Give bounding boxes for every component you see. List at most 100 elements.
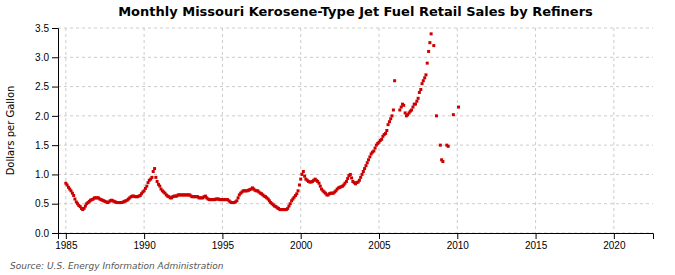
point (362, 170, 365, 173)
grid-line (457, 28, 458, 233)
tick-label: 2.5 (35, 81, 49, 92)
y-axis: 0.00.51.01.52.02.53.03.5 (35, 23, 58, 239)
grid-line (144, 28, 145, 233)
point (432, 44, 435, 47)
grid (58, 28, 653, 233)
point (384, 132, 387, 135)
point (366, 161, 369, 164)
grid-line (300, 28, 301, 233)
point (387, 123, 390, 126)
point (289, 202, 292, 205)
grid-line (535, 28, 536, 233)
title: Monthly Missouri Kerosene-Type Jet Fuel … (118, 4, 593, 19)
point (237, 196, 240, 199)
point (346, 177, 349, 180)
tick-mark (52, 233, 58, 234)
tick: 2.0 (35, 111, 58, 122)
point (388, 120, 391, 123)
grid-line (58, 203, 653, 204)
point (299, 178, 302, 181)
point (393, 79, 396, 82)
point (452, 113, 455, 116)
tick-label: 1990 (133, 240, 156, 251)
tick-label: 1995 (212, 240, 235, 251)
point (345, 180, 348, 183)
point (364, 164, 367, 167)
tick-label: 2015 (525, 240, 548, 251)
tick: 2005 (368, 233, 391, 251)
point (361, 173, 364, 176)
point (411, 106, 414, 109)
tick: 0.5 (35, 198, 58, 209)
point (318, 182, 321, 185)
x-axis: 1985 1990 1995 2000 2005 2010 2015 2020 (55, 233, 653, 251)
tick-mark (52, 116, 58, 117)
point (410, 109, 413, 112)
tick-mark (457, 233, 458, 239)
grid-line (222, 28, 223, 233)
grid-line (58, 86, 653, 87)
tick-mark (52, 174, 58, 175)
point (457, 106, 460, 109)
tick: 1.0 (35, 169, 58, 180)
point (398, 109, 401, 112)
tick-mark (52, 145, 58, 146)
grid-line (378, 28, 379, 233)
point (297, 189, 300, 192)
grid-line (58, 174, 653, 175)
chart: 1985 1990 1995 2000 2005 2010 2015 2020 0.0 0.5 1.… (0, 0, 675, 275)
tick-mark (301, 233, 302, 239)
point (152, 170, 155, 173)
tick-mark (66, 233, 67, 239)
tick-label: 0.0 (35, 228, 49, 239)
point (419, 88, 422, 91)
tick-label: 1.5 (35, 140, 49, 151)
point (426, 62, 429, 65)
point (385, 129, 388, 132)
tick-label: 2005 (368, 240, 391, 251)
point (441, 160, 444, 163)
point (72, 194, 75, 197)
point (145, 185, 148, 188)
point (158, 185, 161, 188)
point (417, 97, 420, 100)
point (414, 103, 417, 106)
point (349, 173, 352, 176)
tick: 2000 (290, 233, 313, 251)
tick: 1990 (133, 233, 156, 251)
tick-label: 1.0 (35, 169, 49, 180)
axis-line (52, 29, 59, 234)
point (367, 158, 370, 161)
grid-line (58, 57, 653, 58)
tick-label: 2.0 (35, 111, 49, 122)
point (430, 32, 433, 35)
tick-label: 2010 (447, 240, 470, 251)
tick: 1985 (55, 233, 78, 251)
tick-mark (379, 233, 380, 239)
tick-mark (52, 57, 58, 58)
grid-line (613, 28, 614, 233)
tick-mark (614, 233, 615, 239)
tick: 0.0 (35, 228, 58, 239)
point (302, 170, 305, 173)
point (389, 117, 392, 120)
tick-mark (52, 87, 58, 88)
point (303, 175, 306, 178)
tick: 2020 (603, 233, 626, 251)
point (156, 180, 159, 183)
axis-line (59, 234, 654, 240)
point (374, 147, 377, 150)
point (298, 183, 301, 186)
point (402, 104, 405, 107)
point (427, 50, 430, 53)
grid-line (58, 145, 653, 146)
tick: 2010 (447, 233, 470, 251)
point (363, 167, 366, 170)
tick-label: 1985 (55, 240, 78, 251)
point (359, 176, 362, 179)
point (428, 41, 431, 44)
point (418, 91, 421, 94)
tick-label: 2000 (290, 240, 313, 251)
point (368, 155, 371, 158)
tick-label: 3.0 (35, 52, 49, 63)
